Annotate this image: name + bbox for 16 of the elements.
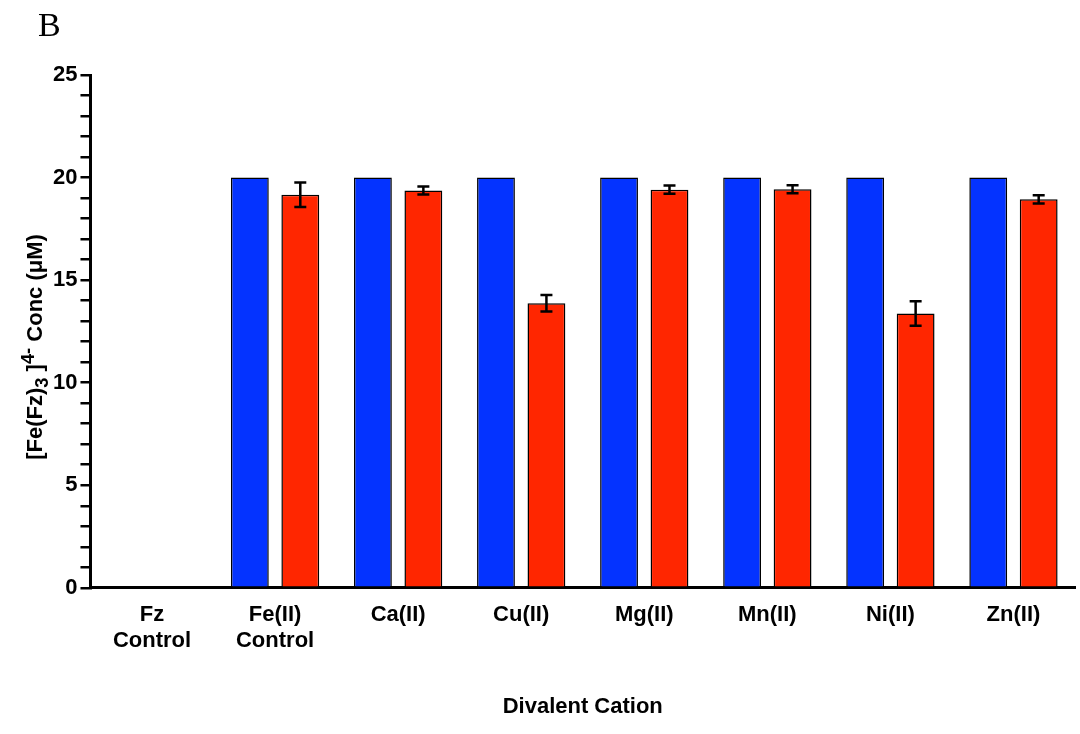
x-tick-label: Ca(II) [370,601,426,627]
y-tick-label: 0 [65,573,78,599]
x-tick-label: Zn(II) [986,601,1041,627]
y-tick-label: 25 [52,61,78,87]
x-tick-label: Mn(II) [738,601,797,627]
x-tick-label: Ni(II) [865,601,915,627]
text: B [38,6,61,44]
x-tick-label: Mg(II) [614,601,674,627]
y-tick-label: 20 [52,163,78,189]
x-tick-label: Fz Control [112,601,192,653]
y-tick-label: 15 [52,266,78,292]
y-tick-label: 5 [65,471,78,497]
x-axis-title: Divalent Cation [502,692,663,718]
y-tick-label: 10 [52,368,78,394]
x-tick-label: Fe(II) Control [235,601,315,653]
x-tick-label: Cu(II) [493,601,550,627]
